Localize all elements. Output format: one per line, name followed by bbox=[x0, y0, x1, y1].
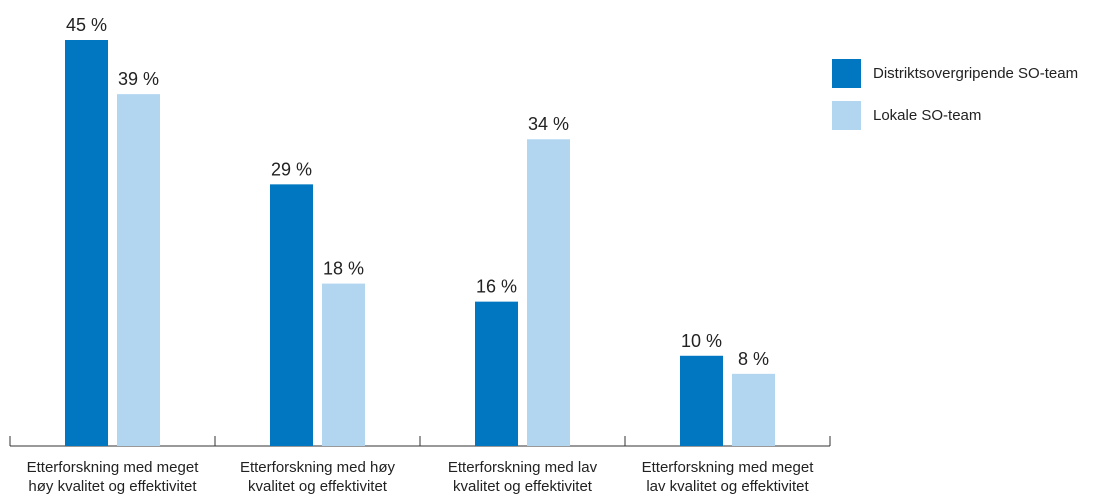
data-label: 18 % bbox=[323, 259, 364, 279]
category-label: Etterforskning med meget bbox=[642, 459, 815, 476]
data-label: 8 % bbox=[738, 349, 769, 369]
category-label: Etterforskning med meget bbox=[27, 459, 200, 476]
bar-lokale-3 bbox=[732, 373, 775, 446]
data-label: 34 % bbox=[528, 114, 569, 134]
bar-lokale-2 bbox=[527, 139, 570, 446]
category-label: høy kvalitet og effektivitet bbox=[28, 478, 197, 495]
data-labels: 45 % 39 % 29 % 18 % 16 % 34 % 10 % 8 % bbox=[66, 15, 769, 369]
legend-item-distriktsovergripende: Distriktsovergripende SO-team bbox=[832, 57, 1078, 89]
category-label: kvalitet og effektivitet bbox=[248, 478, 388, 495]
data-label: 29 % bbox=[271, 159, 312, 179]
data-label: 16 % bbox=[476, 277, 517, 297]
data-label: 10 % bbox=[681, 331, 722, 351]
legend-swatch-lokale bbox=[832, 100, 861, 130]
bar-lokale-0 bbox=[117, 94, 160, 446]
legend-label-lokale: Lokale SO-team bbox=[873, 106, 982, 124]
legend: Distriktsovergripende SO-team Lokale SO-… bbox=[832, 57, 1078, 141]
data-label: 45 % bbox=[66, 15, 107, 35]
bars bbox=[65, 40, 775, 446]
legend-label-distriktsovergripende: Distriktsovergripende SO-team bbox=[873, 64, 1079, 82]
legend-item-lokale: Lokale SO-team bbox=[832, 99, 1078, 131]
category-label: Etterforskning med høy bbox=[240, 459, 396, 476]
category-label: kvalitet og effektivitet bbox=[453, 478, 593, 495]
legend-swatch-distriktsovergripende bbox=[832, 58, 861, 88]
bar-distriktsovergripende-1 bbox=[270, 184, 313, 446]
bar-distriktsovergripende-0 bbox=[65, 40, 108, 446]
category-labels: Etterforskning med meget høy kvalitet og … bbox=[27, 459, 815, 495]
bar-distriktsovergripende-3 bbox=[680, 355, 723, 446]
bar-distriktsovergripende-2 bbox=[475, 301, 518, 446]
bar-lokale-1 bbox=[322, 283, 365, 446]
data-label: 39 % bbox=[118, 69, 159, 89]
category-label: lav kvalitet og effektivitet bbox=[646, 478, 809, 495]
category-label: Etterforskning med lav bbox=[448, 459, 598, 476]
